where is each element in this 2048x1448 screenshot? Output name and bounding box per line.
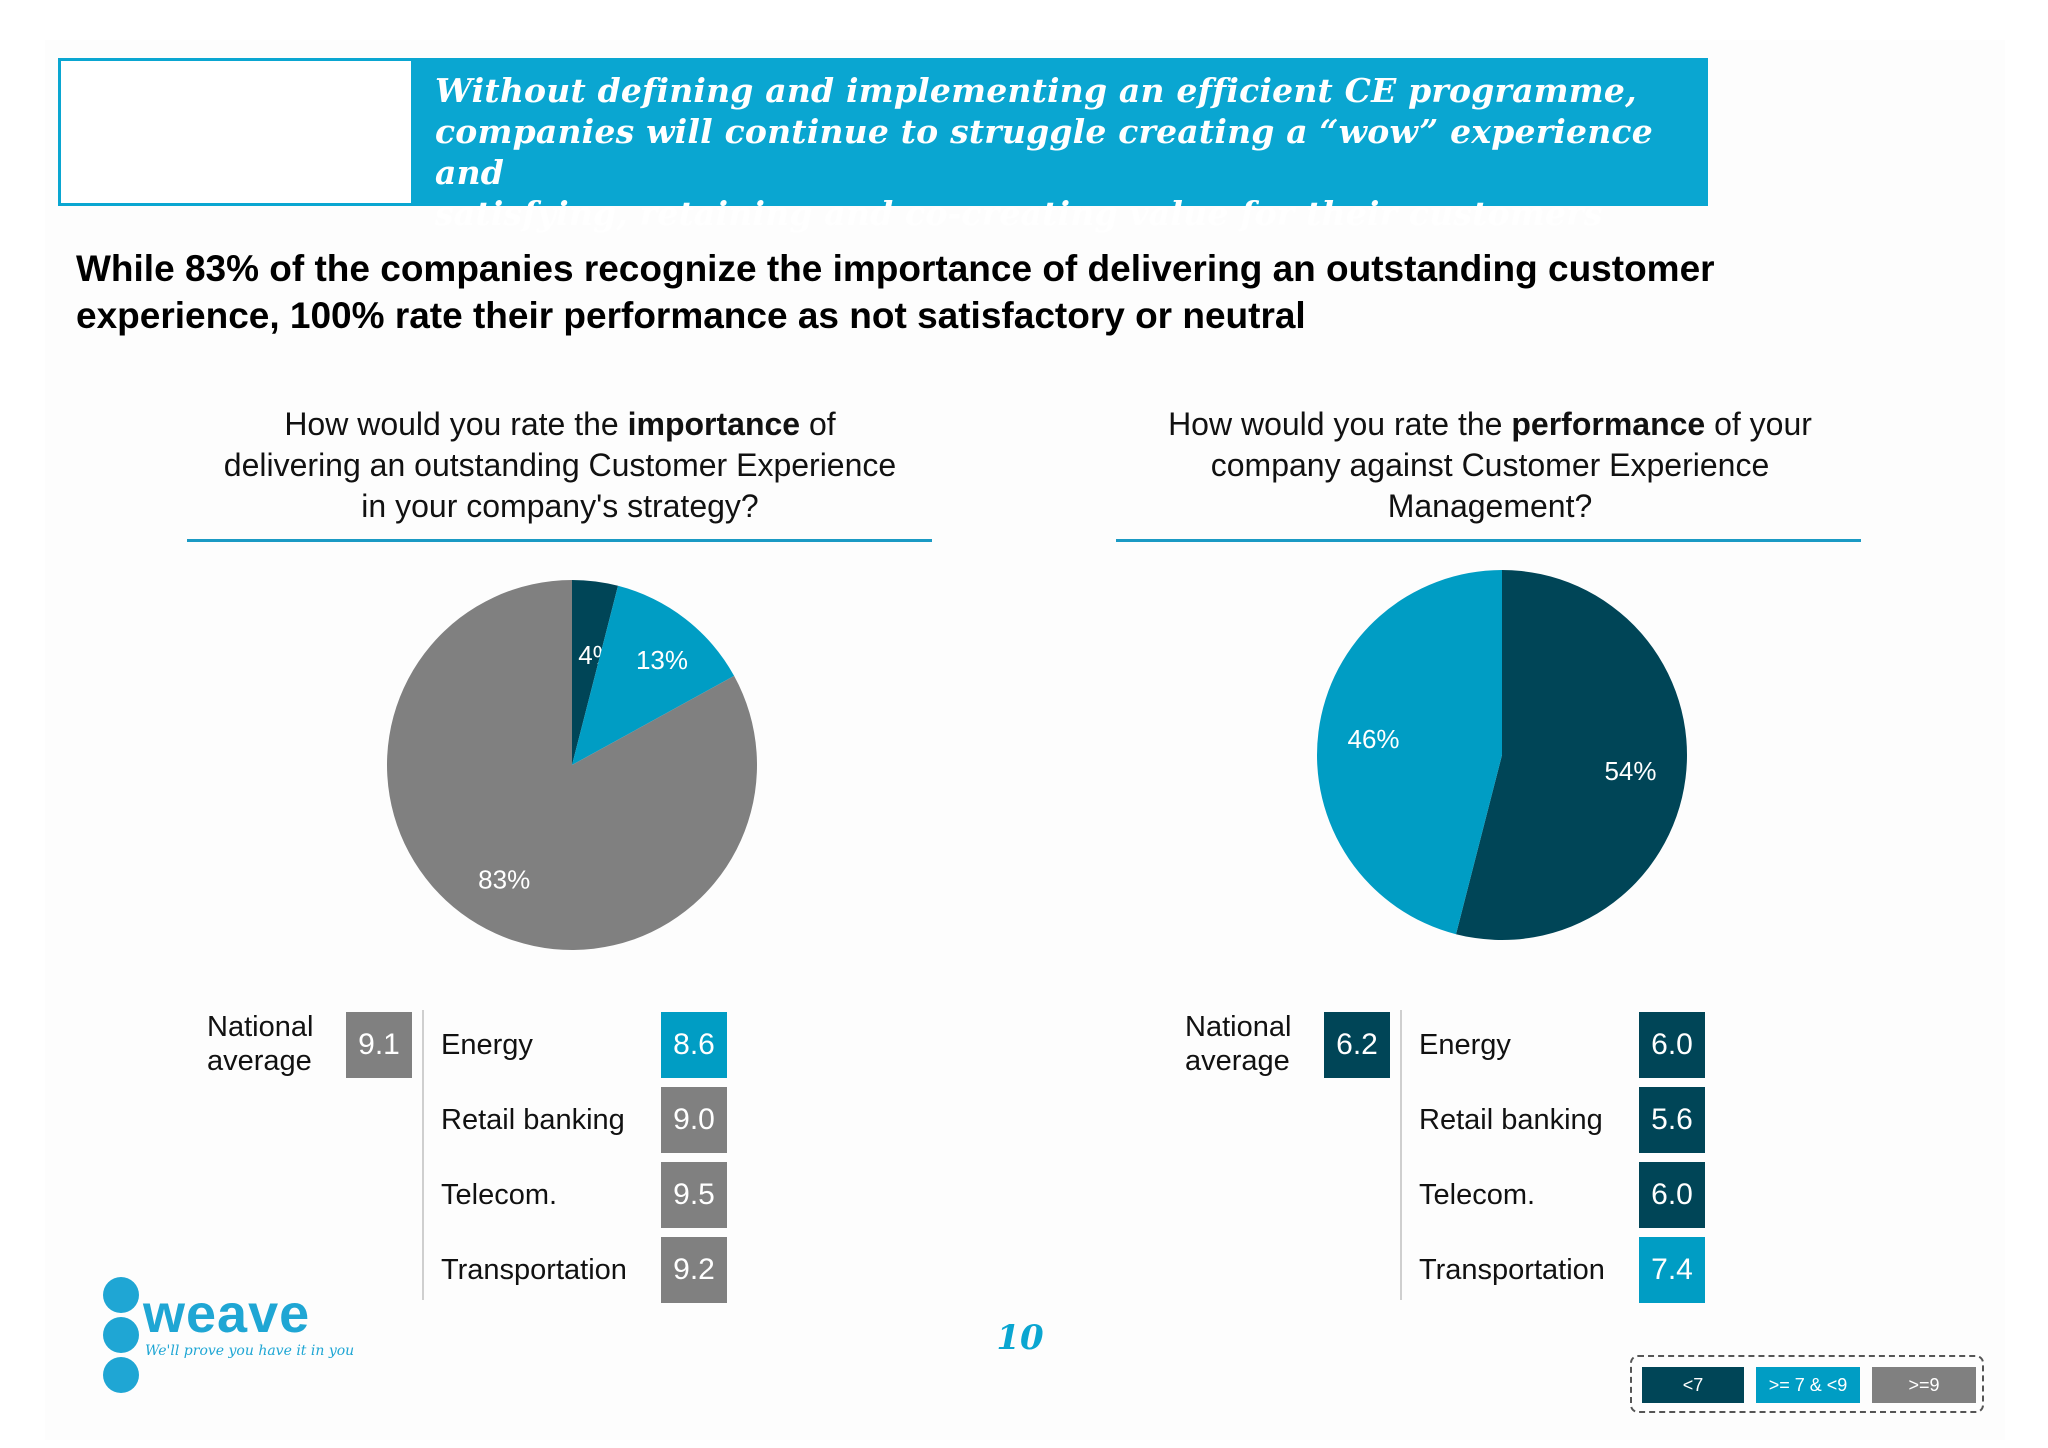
pie-slice-13 [572,585,735,765]
importance-divider [187,539,932,542]
question-text: How would you rate the [284,406,628,442]
logo-dot [103,1317,139,1353]
segment-label-telecom: Telecom. [1419,1179,1536,1211]
segment-score: 6.0 [1639,1012,1705,1078]
national-average-label-line-2: average [207,1045,312,1077]
performance-question: How would you rate the performance of yo… [1115,404,1865,527]
performance-divider [1116,539,1861,542]
segment-score: 7.4 [1639,1237,1705,1303]
importance-question-line-2: delivering an outstanding Customer Exper… [223,447,897,483]
page-title: While 83% of the companies recognize the… [76,245,1956,339]
logo-wordmark: weave [143,1284,311,1344]
pie-data-label: 83% [478,865,530,895]
segment-label-energy: Energy [1419,1029,1511,1061]
page-number: 10 [996,1318,1044,1358]
segment-score: 5.6 [1639,1087,1705,1153]
pie-slice-4 [572,580,619,765]
weave-logo: weave We'll prove you have it in you [98,1275,358,1395]
national-average-label-line-2: average [1185,1045,1290,1077]
logo-dot [103,1277,139,1313]
national-average-label-line-1: National [1185,1011,1292,1043]
question-text: of your [1705,406,1812,442]
pie-data-label: 13% [636,645,688,675]
importance-question-line-3: in your company's strategy? [361,488,759,524]
question-emphasis: importance [627,406,801,442]
performance-pie-chart: 54% 46% [1316,570,1687,940]
national-average-score: 9.1 [346,1012,412,1078]
segment-label-transportation: Transportation [441,1254,627,1286]
banner: Without defining and implementing an eff… [58,58,1708,233]
segment-score: 6.0 [1639,1162,1705,1228]
banner-line-3: satisfying, retaining and co-creating va… [435,194,1603,233]
performance-question-line-1: How would you rate the performance of yo… [1115,404,1865,445]
score-divider [1400,1010,1402,1300]
importance-pie-chart: 4% 13%83% [386,580,757,950]
question-text: of [800,406,836,442]
segment-label-telecom: Telecom. [441,1179,558,1211]
legend-item-9-plus: >=9 [1872,1367,1976,1403]
pie-slice-46 [1316,570,1502,935]
pie-data-label: 46% [1347,724,1399,754]
national-average-label: National average [1185,1010,1291,1078]
segment-score: 8.6 [661,1012,727,1078]
banner-line-1: Without defining and implementing an eff… [435,71,1637,110]
page-title-line-1: While 83% of the companies recognize the… [76,248,1715,289]
legend-item-7-to-9: >= 7 & <9 [1756,1367,1860,1403]
performance-question-line-3: Management? [1387,488,1593,524]
pie-slice-83 [386,580,757,950]
importance-question: How would you rate the importance of del… [185,404,935,527]
score-divider [422,1010,424,1300]
segment-score: 9.0 [661,1087,727,1153]
importance-question-line-1: How would you rate the importance of [185,404,935,445]
question-text: How would you rate the [1168,406,1512,442]
segment-label-retail-banking: Retail banking [1419,1104,1603,1136]
national-average-label-line-1: National [207,1011,314,1043]
segment-score: 9.2 [661,1237,727,1303]
performance-question-line-2: company against Customer Experience [1210,447,1770,483]
question-emphasis: performance [1511,406,1706,442]
color-legend: <7 >= 7 & <9 >=9 [1630,1355,1984,1413]
national-average-label: National average [207,1010,313,1078]
banner-line-2: companies will continue to struggle crea… [435,112,1653,192]
legend-item-below-7: <7 [1642,1367,1744,1403]
page-title-line-2: experience, 100% rate their performance … [76,295,1306,336]
segment-label-transportation: Transportation [1419,1254,1605,1286]
national-average-score: 6.2 [1324,1012,1390,1078]
logo-tagline: We'll prove you have it in you [145,1343,355,1359]
pie-slice-54 [1455,570,1687,940]
segment-label-retail-banking: Retail banking [441,1104,625,1136]
pie-data-label: 54% [1604,756,1656,786]
segment-score: 9.5 [661,1162,727,1228]
logo-dot [103,1357,139,1393]
segment-label-energy: Energy [441,1029,533,1061]
banner-fill: Without defining and implementing an eff… [411,58,1708,233]
